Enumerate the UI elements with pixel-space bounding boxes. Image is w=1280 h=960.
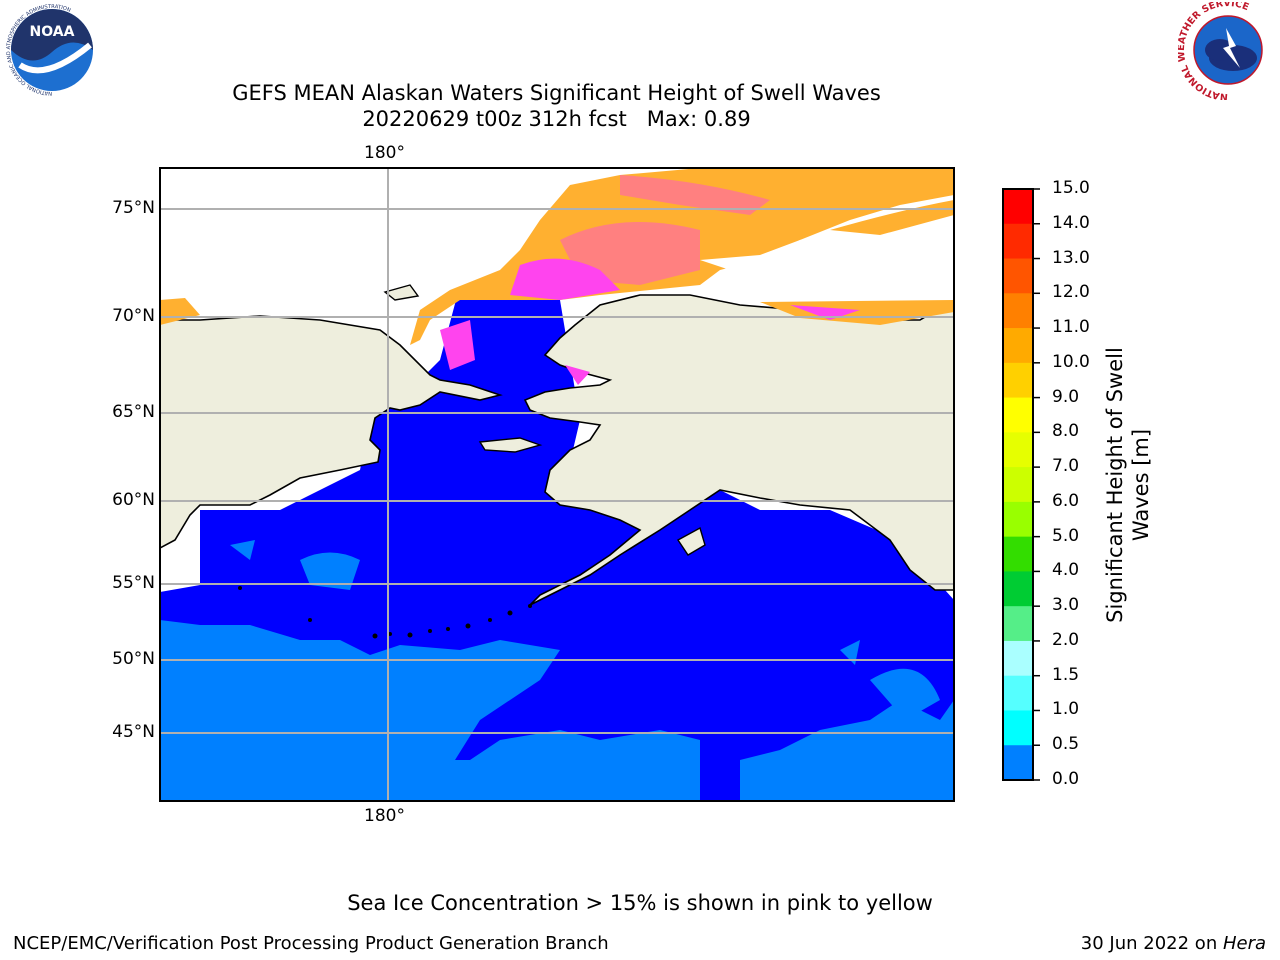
lat-label-65: 65°N <box>112 402 155 422</box>
lat-label-55: 55°N <box>112 573 155 593</box>
colorbar-tick-label: 0.5 <box>1052 734 1080 755</box>
colorbar-tick-label: 11.0 <box>1052 317 1090 338</box>
colorbar-tick-label: 8.0 <box>1052 421 1080 442</box>
sea-ice-note: Sea Ice Concentration > 15% is shown in … <box>347 891 933 915</box>
map-frame <box>159 167 955 802</box>
colorbar-label-line1: Significant Height of Swell <box>1103 347 1127 623</box>
lon-label-bottom: 180° <box>364 806 405 826</box>
colorbar-tick-label: 10.0 <box>1052 351 1090 372</box>
lon-label-top: 180° <box>364 143 405 163</box>
lat-label-70: 70°N <box>112 306 155 326</box>
chart-title: GEFS MEAN Alaskan Waters Significant Hei… <box>232 81 881 105</box>
colorbar-tick-label: 7.0 <box>1052 456 1080 477</box>
max-label: Max: 0.89 <box>646 107 751 131</box>
colorbar-tick-label: 3.0 <box>1052 595 1080 616</box>
colorbar-tick-label: 2.0 <box>1052 629 1080 650</box>
nws-logo: NATIONAL WEATHER SERVICE <box>1178 2 1275 100</box>
lat-label-50: 50°N <box>112 649 155 669</box>
colorbar-tick-label: 0.0 <box>1052 769 1080 789</box>
colorbar-tick-label: 12.0 <box>1052 282 1090 303</box>
host-name: Hera <box>1222 933 1266 954</box>
graticule <box>160 168 954 801</box>
colorbar-tick-label: 14.0 <box>1052 212 1090 233</box>
footer-left: NCEP/EMC/Verification Post Processing Pr… <box>13 933 609 954</box>
colorbar-tick-label: 1.5 <box>1052 664 1080 685</box>
chart-subtitle: 20220629 t00z 312h fcst Max: 0.89 <box>0 106 1113 132</box>
colorbar-tick-label: 13.0 <box>1052 247 1090 268</box>
lat-label-45: 45°N <box>112 722 155 742</box>
colorbar-tick-label: 9.0 <box>1052 386 1080 407</box>
lat-label-60: 60°N <box>112 490 155 510</box>
lat-label-75: 75°N <box>112 198 155 218</box>
run-label: 20220629 t00z 312h fcst <box>362 107 627 131</box>
land-siberia <box>160 315 503 549</box>
colorbar-tick-label: 1.0 <box>1052 699 1080 720</box>
footer-right: 30 Jun 2022 on Hera <box>1080 933 1266 954</box>
colorbar-tick-label: 5.0 <box>1052 525 1080 546</box>
colorbar-tick-label: 4.0 <box>1052 560 1080 581</box>
noaa-logo-text: NOAA <box>30 24 75 40</box>
colorbar-tick-label: 6.0 <box>1052 490 1080 511</box>
colorbar-tick-label: 15.0 <box>1052 178 1090 198</box>
noaa-logo: NOAA NATIONAL OCEANIC AND ATMOSPHERIC AD… <box>2 0 102 100</box>
ocean-low-region <box>160 300 954 801</box>
colorbar-label-line2: Waves [m] <box>1129 428 1153 542</box>
land-alaska <box>523 294 954 606</box>
